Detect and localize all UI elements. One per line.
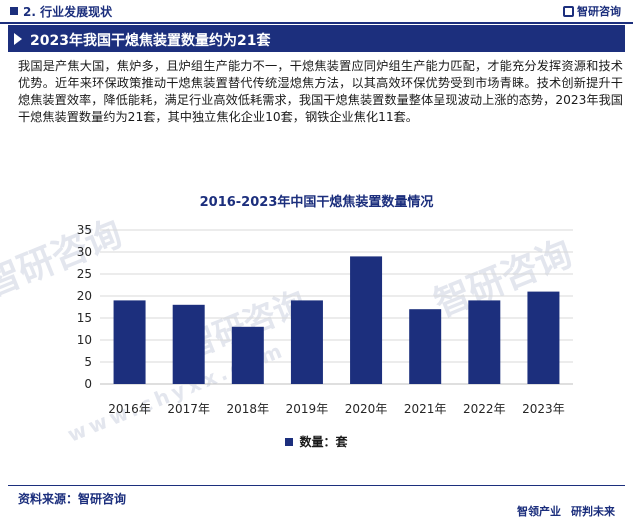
x-tick-label-0: 2016年 — [108, 402, 151, 416]
x-tick-label-2: 2018年 — [227, 402, 270, 416]
brand-bottom-left: 智领产业 — [517, 505, 561, 518]
source-note: 资料来源：智研咨询 — [18, 492, 127, 506]
y-tick-label-2: 10 — [77, 333, 92, 347]
bar-6 — [468, 300, 501, 384]
y-tick-label-4: 20 — [77, 289, 92, 303]
chart-legend: 数量：套 — [0, 433, 633, 450]
bar-4 — [350, 256, 383, 384]
bar-chart: 0 5 10 15 20 25 30 35 2016年 2017年 2018年 2019年 2020年 2… — [77, 223, 573, 416]
brand-bottom-right: 研判未来 — [571, 505, 615, 518]
description-paragraph: 我国是产焦大国，焦炉多，且炉组生产能力不一，干熄焦装置应同炉组生产能力匹配，才能… — [18, 59, 623, 124]
x-tick-label-3: 2019年 — [286, 402, 329, 416]
bar-7 — [527, 291, 560, 384]
legend-swatch — [285, 438, 294, 446]
title-band: 2023年我国干熄焦装置数量约为21套 — [8, 25, 625, 52]
section-label-text: 2. 行业发展现状 — [23, 5, 113, 19]
y-tick-label-6: 30 — [77, 245, 92, 259]
y-tick-label-0: 0 — [84, 377, 92, 391]
y-tick-label-1: 5 — [84, 355, 92, 369]
brand-logo-icon — [563, 6, 574, 17]
y-tick-label-5: 25 — [77, 267, 92, 281]
bar-0 — [113, 300, 146, 384]
x-tick-label-7: 2023年 — [522, 402, 565, 416]
legend-label: 数量：套 — [299, 435, 348, 449]
bar-1 — [172, 304, 205, 384]
bar-3 — [290, 300, 323, 384]
x-tick-label-4: 2020年 — [345, 402, 388, 416]
x-tick-label-6: 2022年 — [463, 402, 506, 416]
bar-2 — [231, 326, 264, 384]
title-arrow-icon — [14, 33, 22, 45]
y-tick-label-7: 35 — [77, 223, 92, 237]
x-tick-label-1: 2017年 — [167, 402, 210, 416]
y-tick-label-3: 15 — [77, 311, 92, 325]
chart-title: 2016-2023年中国干熄焦装置数量情况 — [199, 195, 434, 210]
x-tick-label-5: 2021年 — [404, 402, 447, 416]
section-label: 2. 行业发展现状 — [10, 3, 112, 20]
bar-5 — [409, 309, 442, 384]
footer-divider — [8, 485, 625, 486]
brand-top-text: 智研咨询 — [577, 5, 621, 18]
page-title: 2023年我国干熄焦装置数量约为21套 — [30, 33, 271, 49]
brand-bottom: 智领产业 研判未来 — [507, 503, 615, 519]
top-bar: 2. 行业发展现状 智研咨询 — [0, 0, 633, 24]
section-square-icon — [10, 7, 18, 15]
brand-top: 智研咨询 — [563, 3, 621, 19]
